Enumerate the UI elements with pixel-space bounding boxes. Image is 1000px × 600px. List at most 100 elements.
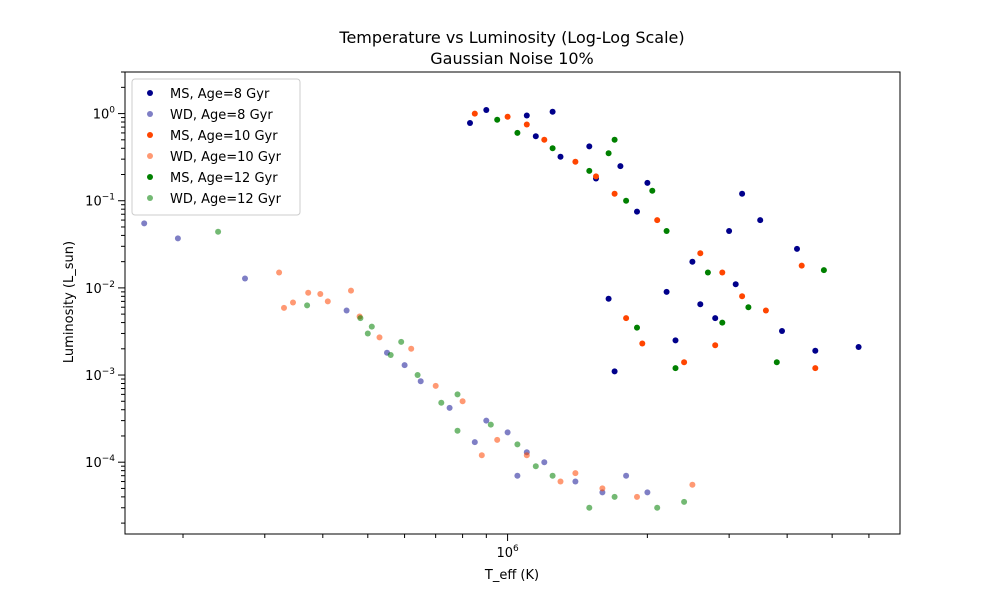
- data-point: [401, 362, 408, 369]
- data-point: [348, 287, 354, 294]
- data-point: [798, 262, 805, 269]
- legend-label: MS, Age=12 Gyr: [170, 171, 278, 186]
- y-tick-label: 10−1: [85, 193, 115, 210]
- data-point: [663, 228, 670, 234]
- data-point: [557, 478, 564, 485]
- data-point: [697, 301, 704, 308]
- data-point: [689, 258, 696, 265]
- data-point: [812, 347, 819, 354]
- data-point: [471, 439, 478, 446]
- data-point: [514, 129, 521, 136]
- data-point: [623, 472, 630, 479]
- data-point: [611, 190, 618, 197]
- series-1: [141, 220, 651, 496]
- data-point: [739, 190, 746, 197]
- data-point: [290, 299, 296, 306]
- data-point: [459, 398, 466, 405]
- data-point: [634, 208, 640, 215]
- data-point: [376, 334, 383, 341]
- data-point: [762, 307, 769, 314]
- y-axis-label: Luminosity (L_sun): [62, 241, 77, 363]
- data-point: [549, 108, 556, 115]
- data-point: [639, 340, 646, 347]
- data-point: [541, 459, 548, 466]
- x-axis-label: T_eff (K): [484, 568, 539, 583]
- data-point: [654, 217, 661, 224]
- data-point: [773, 359, 780, 366]
- data-point: [523, 121, 530, 128]
- data-point: [757, 217, 764, 224]
- data-point: [672, 337, 679, 344]
- data-point: [364, 330, 371, 337]
- series-0: [467, 107, 862, 375]
- y-tick-label: 10−2: [85, 280, 115, 297]
- legend-marker: [147, 132, 153, 138]
- axes: 106 10−4 10−3 10−2 10−1 100: [85, 71, 870, 561]
- data-point: [855, 344, 862, 350]
- data-point: [586, 504, 593, 511]
- data-point: [549, 145, 556, 152]
- data-point: [712, 342, 719, 349]
- plot-area: [141, 107, 862, 511]
- data-point: [454, 427, 461, 434]
- legend-label: WD, Age=10 Gyr: [170, 150, 282, 165]
- data-point: [599, 485, 606, 492]
- y-tick-label: 10−3: [85, 367, 115, 384]
- data-point: [494, 436, 501, 443]
- data-point: [304, 302, 311, 309]
- data-point: [276, 269, 283, 276]
- data-point: [739, 293, 746, 300]
- y-tick-label: 100: [93, 106, 116, 123]
- data-point: [634, 493, 640, 500]
- data-point: [305, 289, 312, 296]
- data-point: [644, 489, 651, 496]
- data-point: [557, 153, 564, 160]
- series-4: [494, 116, 827, 372]
- data-point: [446, 404, 453, 411]
- data-point: [719, 269, 726, 276]
- data-point: [432, 382, 439, 389]
- data-point: [215, 228, 222, 235]
- data-point: [726, 228, 733, 234]
- data-point: [504, 113, 511, 120]
- data-point: [408, 345, 415, 352]
- data-point: [779, 328, 785, 334]
- data-point: [572, 158, 579, 165]
- data-point: [649, 187, 656, 194]
- data-point: [623, 315, 630, 322]
- data-point: [417, 378, 424, 385]
- data-point: [634, 324, 640, 331]
- data-point: [672, 365, 679, 372]
- data-point: [611, 368, 618, 375]
- data-point: [611, 136, 618, 143]
- legend-marker: [147, 195, 153, 201]
- data-point: [605, 150, 612, 157]
- data-point: [317, 291, 324, 297]
- data-point: [704, 269, 711, 276]
- data-point: [532, 133, 539, 140]
- data-point: [572, 478, 579, 485]
- data-point: [549, 472, 556, 479]
- data-point: [681, 498, 688, 505]
- data-point: [514, 472, 521, 479]
- series-3: [276, 269, 696, 500]
- data-point: [471, 110, 478, 117]
- data-point: [532, 463, 539, 470]
- data-point: [794, 245, 800, 252]
- data-point: [712, 315, 719, 322]
- x-tick-label: 106: [496, 544, 519, 561]
- data-point: [689, 481, 696, 488]
- data-point: [504, 429, 511, 436]
- data-point: [281, 304, 287, 311]
- data-point: [605, 295, 612, 302]
- data-point: [745, 304, 752, 311]
- data-point: [541, 136, 548, 143]
- chart-title: Temperature vs Luminosity (Log-Log Scale…: [338, 28, 684, 47]
- data-point: [174, 235, 181, 242]
- data-point: [523, 112, 530, 119]
- plot-frame: [124, 71, 901, 535]
- data-point: [697, 250, 704, 257]
- data-point: [467, 120, 473, 126]
